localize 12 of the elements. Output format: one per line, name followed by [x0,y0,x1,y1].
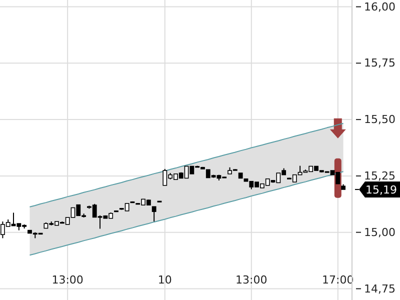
x-tick-label: 13:00 [236,273,268,286]
y-tick-label: 15,75 [364,56,396,70]
line-series [29,171,344,256]
candlestick [152,206,156,222]
y-tick-label: 16,00 [364,0,396,14]
x-tick-label: 13:00 [52,273,84,286]
x-tick-label: 10 [158,273,172,286]
y-tick-label: 15,25 [364,169,396,182]
y-tick-label: 15,00 [364,226,396,239]
ref-line-label: 15,19 [366,183,397,196]
y-tick-label: 14,75 [364,282,396,296]
y-tick-label: 15,50 [364,113,396,126]
